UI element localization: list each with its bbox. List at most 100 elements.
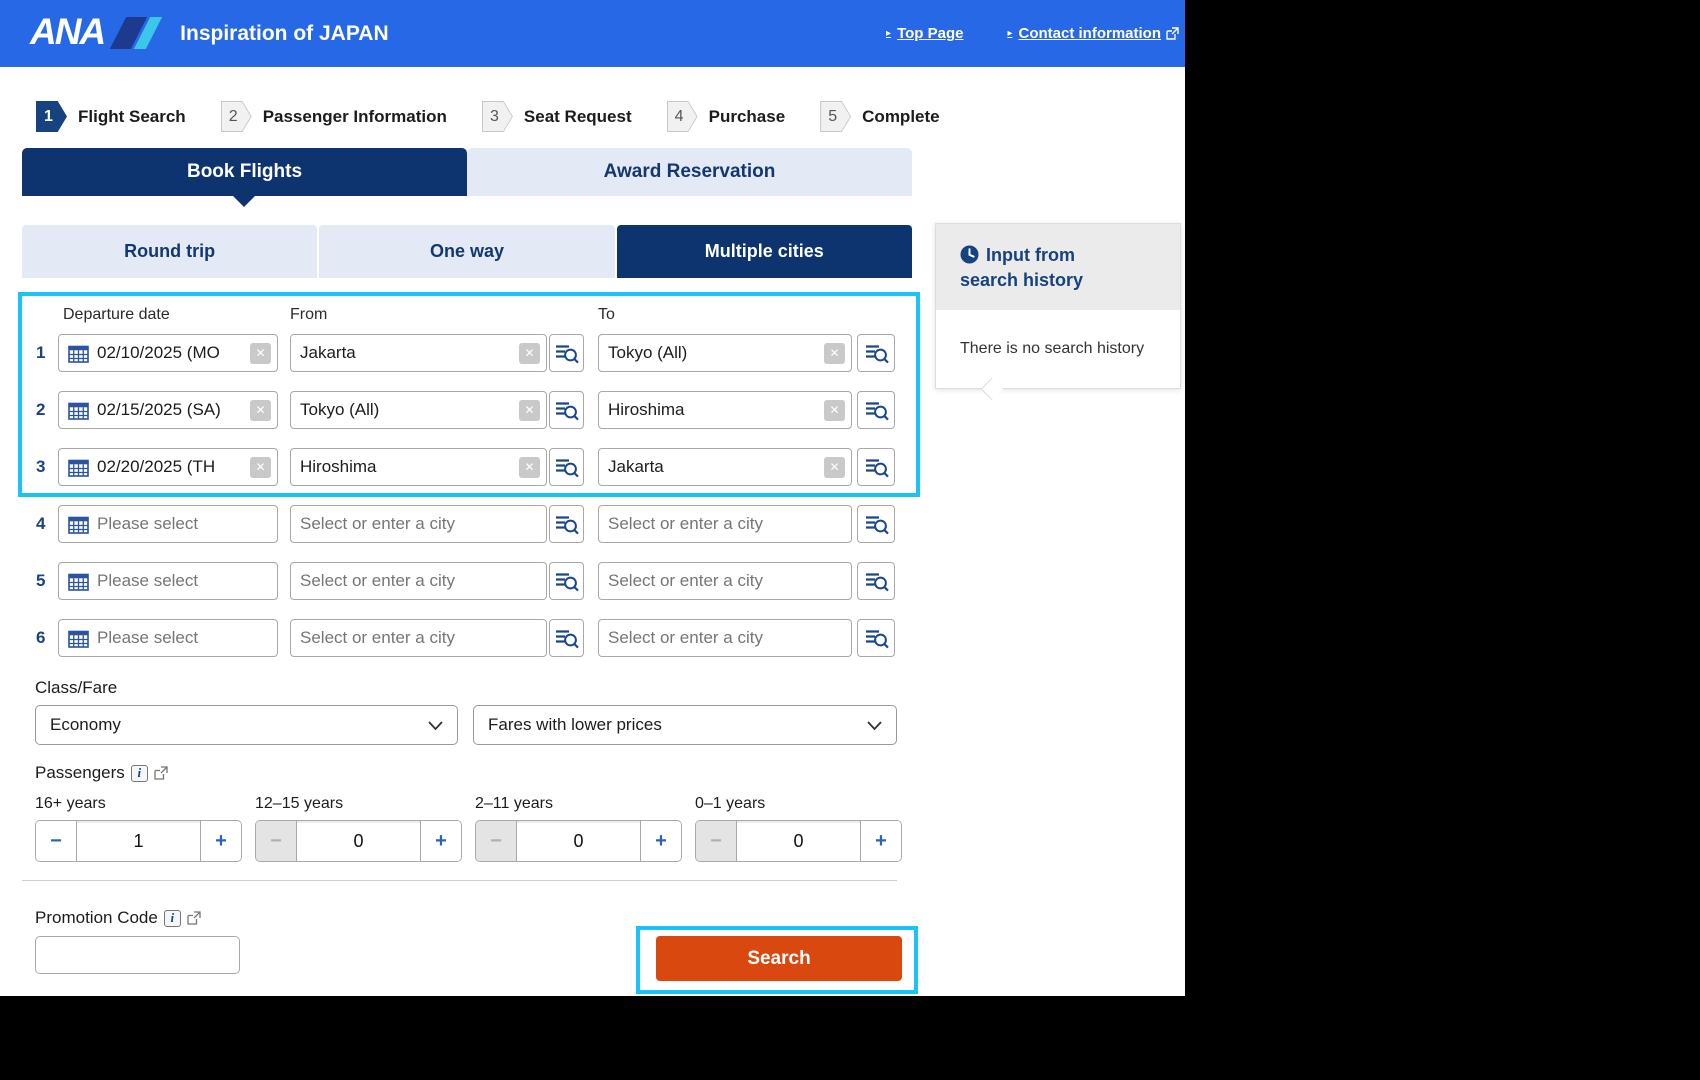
clear-date-icon[interactable]: ✕ bbox=[250, 342, 271, 364]
tab-round-trip[interactable]: Round trip bbox=[22, 225, 318, 278]
from-city-search-button[interactable] bbox=[549, 448, 584, 486]
to-group: Hiroshima ✕ bbox=[598, 391, 895, 429]
from-city-search-button[interactable] bbox=[549, 334, 584, 372]
from-field-6[interactable]: Select or enter a city bbox=[290, 619, 547, 657]
passenger-group-child: 2–11 years − 0 + bbox=[475, 795, 682, 862]
calendar-icon bbox=[68, 572, 89, 591]
from-field-1[interactable]: Jakarta ✕ bbox=[290, 334, 547, 372]
class-select[interactable]: Economy bbox=[35, 705, 458, 745]
to-city-search-button[interactable] bbox=[857, 448, 895, 486]
minus-button[interactable]: − bbox=[476, 821, 516, 861]
departure-date-field-6[interactable]: Please select bbox=[58, 619, 278, 657]
info-icon[interactable]: i bbox=[163, 909, 181, 927]
clear-from-icon[interactable]: ✕ bbox=[519, 342, 540, 364]
departure-date-field-4[interactable]: Please select bbox=[58, 505, 278, 543]
from-city-search-button[interactable] bbox=[549, 505, 584, 543]
infant-count[interactable]: 0 bbox=[736, 821, 861, 861]
infant-stepper: − 0 + bbox=[695, 820, 902, 862]
from-field-3[interactable]: Hiroshima ✕ bbox=[290, 448, 547, 486]
from-city-search-button[interactable] bbox=[549, 562, 584, 600]
to-field-4[interactable]: Select or enter a city bbox=[598, 505, 852, 543]
plus-button[interactable]: + bbox=[201, 821, 241, 861]
active-tab-pointer-icon bbox=[233, 196, 255, 207]
class-fare-selects: Economy Fares with lower prices bbox=[35, 705, 897, 745]
plus-button[interactable]: + bbox=[861, 821, 901, 861]
clear-from-icon[interactable]: ✕ bbox=[519, 456, 540, 478]
to-placeholder: Select or enter a city bbox=[608, 514, 763, 533]
departure-date-field-5[interactable]: Please select bbox=[58, 562, 278, 600]
clear-date-icon[interactable]: ✕ bbox=[250, 456, 271, 478]
departure-date-field-1[interactable]: 02/10/2025 (MO ✕ bbox=[58, 334, 278, 372]
to-field-1[interactable]: Tokyo (All) ✕ bbox=[598, 334, 852, 372]
minus-button[interactable]: − bbox=[256, 821, 296, 861]
chevron-down-icon bbox=[867, 715, 882, 735]
age-group-label: 2–11 years bbox=[475, 795, 553, 812]
clear-from-icon[interactable]: ✕ bbox=[519, 399, 540, 421]
external-link-icon[interactable] bbox=[187, 911, 201, 925]
plus-button[interactable]: + bbox=[641, 821, 681, 861]
minus-button[interactable]: − bbox=[696, 821, 736, 861]
passengers-label: Passengers bbox=[35, 763, 125, 782]
ana-logo-text: ANA bbox=[30, 11, 106, 52]
promotion-code-input[interactable] bbox=[35, 936, 240, 974]
from-value: Tokyo (All) bbox=[300, 400, 380, 419]
departure-date-field-2[interactable]: 02/15/2025 (SA) ✕ bbox=[58, 391, 278, 429]
calendar-icon bbox=[68, 458, 89, 477]
minus-button[interactable]: − bbox=[36, 821, 76, 861]
from-field-5[interactable]: Select or enter a city bbox=[290, 562, 547, 600]
clear-to-icon[interactable]: ✕ bbox=[824, 399, 845, 421]
search-button[interactable]: Search bbox=[656, 936, 902, 981]
to-field-3[interactable]: Jakarta ✕ bbox=[598, 448, 852, 486]
tab-award-reservation[interactable]: Award Reservation bbox=[467, 148, 912, 196]
tab-book-flights[interactable]: Book Flights bbox=[22, 148, 467, 196]
departure-date-placeholder: Please select bbox=[97, 628, 199, 647]
departure-date-field-3[interactable]: 02/20/2025 (TH ✕ bbox=[58, 448, 278, 486]
from-field-2[interactable]: Tokyo (All) ✕ bbox=[290, 391, 547, 429]
to-field-5[interactable]: Select or enter a city bbox=[598, 562, 852, 600]
from-field-4[interactable]: Select or enter a city bbox=[290, 505, 547, 543]
to-city-search-button[interactable] bbox=[857, 334, 895, 372]
info-icon[interactable]: i bbox=[130, 764, 148, 782]
from-group: Select or enter a city bbox=[290, 505, 584, 543]
from-city-search-button[interactable] bbox=[549, 391, 584, 429]
step-passenger-information: 2 Passenger Information bbox=[220, 101, 447, 132]
tab-multiple-cities[interactable]: Multiple cities bbox=[616, 225, 912, 278]
age-group-label: 0–1 years bbox=[695, 795, 766, 812]
to-field-6[interactable]: Select or enter a city bbox=[598, 619, 852, 657]
to-value: Hiroshima bbox=[608, 400, 685, 419]
to-value: Jakarta bbox=[608, 457, 664, 476]
passenger-group-12-15: 12–15 years − 0 + bbox=[255, 795, 462, 862]
col-header-to: To bbox=[598, 306, 615, 323]
tab-one-way[interactable]: One way bbox=[319, 225, 615, 278]
passenger-group-infant: 0–1 years − 0 + bbox=[695, 795, 902, 862]
row-number: 5 bbox=[36, 571, 46, 590]
clear-date-icon[interactable]: ✕ bbox=[250, 399, 271, 421]
plus-button[interactable]: + bbox=[421, 821, 461, 861]
contact-information-link[interactable]: ▸ Contact information bbox=[1007, 25, 1179, 42]
promotion-code-label: Promotion Code bbox=[35, 908, 158, 927]
clear-to-icon[interactable]: ✕ bbox=[824, 342, 845, 364]
step-complete: 5 Complete bbox=[820, 101, 940, 132]
to-city-search-button[interactable] bbox=[857, 562, 895, 600]
external-link-icon[interactable] bbox=[154, 766, 168, 780]
to-city-search-button[interactable] bbox=[857, 619, 895, 657]
class-select-value: Economy bbox=[50, 715, 121, 734]
calendar-icon bbox=[68, 629, 89, 648]
to-city-search-button[interactable] bbox=[857, 391, 895, 429]
from-city-search-button[interactable] bbox=[549, 619, 584, 657]
child-count[interactable]: 0 bbox=[516, 821, 641, 861]
adult-count[interactable]: 1 bbox=[76, 821, 201, 861]
ana-logo[interactable]: ANA Inspiration of JAPAN bbox=[30, 13, 389, 50]
to-field-2[interactable]: Hiroshima ✕ bbox=[598, 391, 852, 429]
top-page-link[interactable]: ▸ Top Page bbox=[886, 25, 963, 42]
youth-count[interactable]: 0 bbox=[296, 821, 421, 861]
to-group: Select or enter a city bbox=[598, 505, 895, 543]
row-number: 3 bbox=[36, 457, 46, 476]
fare-select[interactable]: Fares with lower prices bbox=[473, 705, 897, 745]
departure-date-value: 02/10/2025 (MO bbox=[97, 343, 220, 362]
to-group: Select or enter a city bbox=[598, 619, 895, 657]
to-group: Jakarta ✕ bbox=[598, 448, 895, 486]
to-city-search-button[interactable] bbox=[857, 505, 895, 543]
clear-to-icon[interactable]: ✕ bbox=[824, 456, 845, 478]
